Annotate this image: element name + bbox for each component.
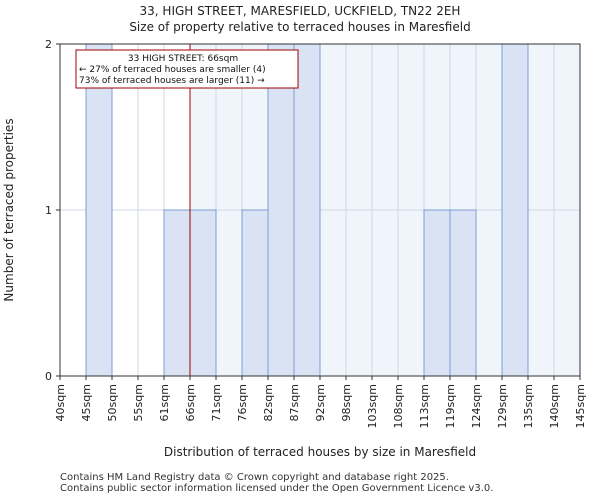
- x-tick-label: 61sqm: [158, 384, 171, 421]
- footer: Contains HM Land Registry data © Crown c…: [60, 472, 493, 494]
- bar-45sqm: [85, 43, 113, 377]
- annotation-box: [75, 49, 299, 89]
- bar-76sqm: [241, 209, 269, 377]
- x-tick-label: 87sqm: [288, 384, 301, 421]
- bar-82sqm: [267, 43, 295, 377]
- x-tick-label: 135sqm: [522, 384, 535, 428]
- bar-129sqm: [501, 43, 529, 377]
- x-tick-label: 140sqm: [548, 384, 561, 428]
- y-axis-label: Number of terraced properties: [2, 118, 16, 301]
- x-tick-label: 55sqm: [132, 384, 145, 421]
- bar-66sqm: [189, 209, 217, 377]
- chart-subtitle: Size of property relative to terraced ho…: [129, 20, 471, 34]
- x-tick-label: 45sqm: [80, 384, 93, 421]
- y-tick-label: 0: [45, 370, 52, 383]
- x-tick-label: 76sqm: [236, 384, 249, 421]
- property-annotation: 33 HIGH STREET: 66sqm ← 27% of terraced …: [75, 49, 299, 89]
- chart-title: 33, HIGH STREET, MARESFIELD, UCKFIELD, T…: [139, 4, 461, 18]
- annotation-line-3: 73% of terraced houses are larger (11) →: [79, 76, 265, 86]
- x-tick-label: 98sqm: [340, 384, 353, 421]
- x-tick-label: 103sqm: [366, 384, 379, 428]
- bar-113sqm: [423, 209, 451, 377]
- y-axis-ticks: 0 1 2: [45, 38, 60, 383]
- x-tick-label: 113sqm: [418, 384, 431, 428]
- x-tick-label: 92sqm: [314, 384, 327, 421]
- x-axis-label: Distribution of terraced houses by size …: [164, 445, 476, 459]
- x-tick-label: 50sqm: [106, 384, 119, 421]
- x-tick-label: 40sqm: [54, 384, 67, 421]
- bar-61sqm: [163, 209, 191, 377]
- footer-line-1: Contains HM Land Registry data © Crown c…: [60, 472, 449, 483]
- footer-line-2: Contains public sector information licen…: [60, 483, 494, 494]
- bar-119sqm: [449, 209, 477, 377]
- x-tick-label: 108sqm: [392, 384, 405, 428]
- x-axis-ticks: 40sqm 45sqm 50sqm 55sqm 61sqm 66sqm 71sqm 76sqm…: [54, 376, 587, 428]
- bar-87sqm: [293, 43, 321, 377]
- x-tick-label: 82sqm: [262, 384, 275, 421]
- x-tick-label: 129sqm: [496, 384, 509, 428]
- x-tick-label: 124sqm: [470, 384, 483, 428]
- x-tick-label: 71sqm: [210, 384, 223, 421]
- annotation-line-2: ← 27% of terraced houses are smaller (4): [79, 65, 266, 75]
- x-tick-label: 119sqm: [444, 384, 457, 428]
- x-tick-label: 66sqm: [184, 384, 197, 421]
- y-tick-label: 2: [45, 38, 52, 51]
- x-tick-label: 145sqm: [574, 384, 587, 428]
- y-tick-label: 1: [45, 204, 52, 217]
- annotation-line-1: 33 HIGH STREET: 66sqm: [128, 54, 238, 64]
